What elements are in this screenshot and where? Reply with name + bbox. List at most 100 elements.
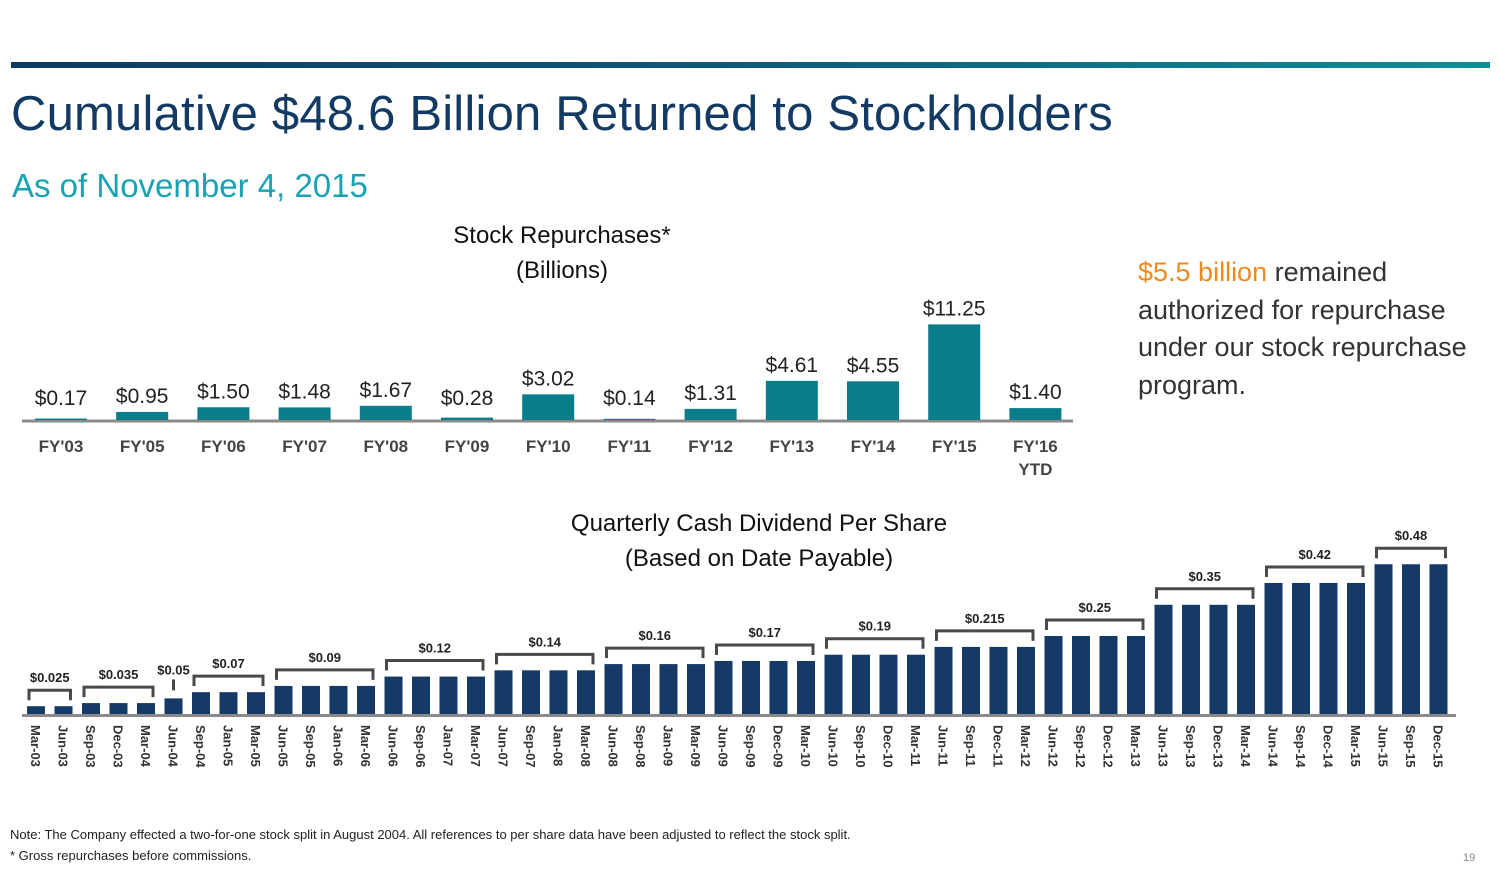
repurchase-bar bbox=[35, 418, 87, 420]
dividend-group-bracket bbox=[935, 629, 1035, 641]
dividend-category-label: Dec-11 bbox=[991, 725, 1006, 767]
dividend-bar bbox=[329, 685, 348, 714]
dividend-bar bbox=[769, 660, 788, 714]
dividend-group-bracket bbox=[1155, 587, 1255, 599]
dividend-category-label: Dec-12 bbox=[1101, 725, 1116, 768]
dividend-bar bbox=[1347, 582, 1365, 714]
repurchase-bar bbox=[684, 408, 737, 420]
dividend-chart-title: Quarterly Cash Dividend Per Share (Based… bbox=[509, 506, 1009, 576]
dividend-bar bbox=[109, 703, 128, 714]
dividend-bar bbox=[1072, 636, 1090, 714]
dividend-category-label: Jun-11 bbox=[936, 725, 951, 766]
dividend-group-bracket bbox=[1265, 565, 1365, 577]
repurchase-bar bbox=[359, 405, 412, 420]
dividend-group-bracket bbox=[27, 688, 72, 701]
dividend-bar bbox=[632, 664, 650, 714]
dividend-bar bbox=[82, 703, 100, 714]
dividend-bar bbox=[137, 703, 155, 714]
repurchase-bar bbox=[928, 324, 981, 420]
repurchase-data-label: $1.40 bbox=[1009, 381, 1062, 404]
dividend-category-label: Sep-09 bbox=[743, 725, 758, 768]
dividend-bar bbox=[1374, 564, 1393, 714]
repurchase-category-label: FY'13 bbox=[769, 437, 814, 456]
dividend-group-bracket bbox=[825, 637, 925, 649]
repurchase-chart-title-line1: Stock Repurchases* bbox=[453, 222, 671, 249]
repurchase-footnote: * Gross repurchases before commissions. bbox=[10, 848, 252, 863]
dividend-group-bracket bbox=[605, 646, 705, 659]
dividend-group-label: $0.35 bbox=[1188, 569, 1221, 584]
dividend-category-label: Mar-04 bbox=[138, 725, 153, 768]
repurchase-data-label: $0.95 bbox=[116, 385, 169, 408]
dividend-group-label: $0.16 bbox=[638, 628, 671, 643]
dividend-bar bbox=[549, 670, 568, 714]
repurchase-data-label: $0.17 bbox=[35, 387, 88, 410]
dividend-bar bbox=[824, 654, 843, 714]
repurchase-data-label: $3.02 bbox=[522, 367, 575, 390]
dividend-group-label: $0.42 bbox=[1298, 547, 1331, 562]
repurchase-category-label: FY'12 bbox=[688, 437, 733, 456]
dividend-category-label: Mar-05 bbox=[248, 725, 263, 767]
dividend-bar bbox=[1017, 646, 1035, 714]
repurchase-category-label: YTD bbox=[1018, 460, 1052, 479]
repurchase-data-label: $1.50 bbox=[197, 380, 250, 403]
callout-text: remained authorized for repurchase under… bbox=[1138, 257, 1467, 400]
dividend-category-label: Mar-03 bbox=[28, 725, 43, 767]
dividend-bar bbox=[1402, 564, 1420, 714]
dividend-bar bbox=[494, 670, 513, 714]
repurchase-data-label: $0.14 bbox=[603, 387, 656, 410]
repurchase-data-label: $1.48 bbox=[278, 380, 331, 403]
repurchase-bar bbox=[522, 394, 575, 420]
dividend-bar bbox=[247, 692, 265, 714]
dividend-category-label: Sep-15 bbox=[1403, 725, 1418, 768]
dividend-category-label: Jan-07 bbox=[441, 725, 456, 766]
dividend-category-label: Jun-10 bbox=[826, 725, 841, 767]
repurchase-category-label: FY'11 bbox=[608, 437, 652, 456]
dividend-group-label: $0.035 bbox=[99, 667, 139, 682]
dividend-category-label: Jan-05 bbox=[221, 725, 236, 766]
dividend-group-label: $0.25 bbox=[1078, 600, 1111, 615]
dividend-bar bbox=[1264, 582, 1283, 714]
dividend-bar bbox=[1319, 582, 1338, 714]
dividend-bar bbox=[687, 664, 705, 714]
dividend-bar bbox=[1429, 564, 1448, 714]
repurchase-bar bbox=[1009, 408, 1062, 420]
dividend-category-label: Jun-09 bbox=[716, 725, 731, 767]
page-subtitle: As of November 4, 2015 bbox=[12, 167, 368, 204]
repurchase-chart: $0.17 FY'03 $0.95 FY'05 $1.50 FY'06 $1.48 FY'07… bbox=[22, 297, 1073, 479]
dividend-bar bbox=[962, 646, 980, 714]
dividend-group-bracket bbox=[495, 652, 595, 665]
dividend-bar bbox=[54, 706, 73, 714]
repurchase-data-label: $0.28 bbox=[441, 387, 494, 410]
dividend-category-label: Sep-05 bbox=[303, 725, 318, 768]
repurchase-data-label: $1.31 bbox=[684, 382, 737, 405]
repurchase-chart-title: Stock Repurchases* (Billions) bbox=[412, 218, 712, 288]
dividend-bar bbox=[879, 654, 898, 714]
dividend-category-label: Sep-04 bbox=[193, 725, 208, 768]
dividend-bar bbox=[1127, 636, 1145, 714]
dividend-category-label: Dec-14 bbox=[1321, 725, 1336, 768]
page-title: Cumulative $48.6 Billion Returned to Sto… bbox=[11, 87, 1114, 141]
callout-highlight: $5.5 billion bbox=[1138, 257, 1268, 287]
dividend-category-label: Sep-13 bbox=[1183, 725, 1198, 768]
repurchase-bar bbox=[603, 418, 656, 420]
repurchase-category-label: FY'10 bbox=[526, 437, 571, 456]
dividend-category-label: Jun-06 bbox=[386, 725, 401, 767]
dividend-bar bbox=[797, 660, 815, 714]
dividend-category-label: Mar-14 bbox=[1238, 725, 1253, 768]
dividend-category-label: Jun-05 bbox=[276, 725, 291, 767]
dividend-category-label: Sep-10 bbox=[853, 725, 868, 768]
dividend-bar bbox=[384, 676, 403, 714]
dividend-bar bbox=[302, 685, 320, 714]
dividend-bar bbox=[467, 676, 485, 714]
dividend-category-label: Jun-03 bbox=[56, 725, 71, 767]
dividend-bar bbox=[1154, 604, 1173, 714]
dividend-group-bracket bbox=[1375, 546, 1447, 559]
repurchase-bar bbox=[197, 407, 250, 420]
repurchase-category-label: FY'05 bbox=[120, 437, 165, 456]
dividend-bar bbox=[1209, 604, 1228, 714]
dividend-category-label: Jun-14 bbox=[1266, 725, 1281, 768]
repurchase-bar bbox=[765, 380, 818, 420]
repurchase-data-label: $1.67 bbox=[360, 379, 413, 402]
repurchase-data-label: $4.61 bbox=[766, 354, 819, 377]
